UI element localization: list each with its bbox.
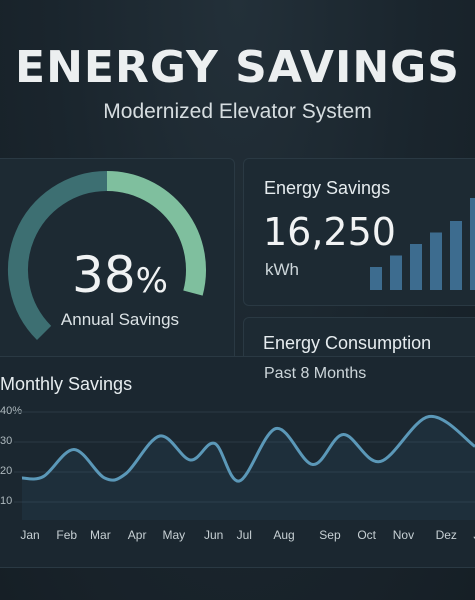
x-tick-label: May xyxy=(162,528,186,542)
consumption-title: Energy Consumption xyxy=(263,333,432,353)
y-tick-label: 30 xyxy=(0,435,13,447)
x-tick-label: Dez xyxy=(435,528,457,542)
savings-bar xyxy=(470,198,475,290)
x-tick-label: Aug xyxy=(273,528,295,542)
gauge-value: 38% xyxy=(72,246,168,304)
x-tick-label: Jun xyxy=(203,528,224,542)
x-tick-label: Apr xyxy=(127,528,147,542)
x-tick-label: Jul xyxy=(236,528,252,542)
page-title: ENERGY SAVINGS xyxy=(15,42,460,93)
x-tick-label: Mar xyxy=(90,528,111,542)
gauge-label: Annual Savings xyxy=(60,310,180,329)
savings-value: 16,250 xyxy=(263,210,396,254)
savings-unit: kWh xyxy=(265,260,299,279)
gauge-fill xyxy=(106,171,206,296)
y-tick-label: 20 xyxy=(0,465,13,477)
x-tick-label: Sep xyxy=(319,528,341,542)
savings-bar xyxy=(390,255,402,290)
y-tick-label: 40% xyxy=(0,405,23,417)
savings-bar xyxy=(410,244,422,290)
savings-title: Energy Savings xyxy=(264,178,391,198)
x-tick-label: Jan xyxy=(20,528,40,542)
savings-bar-chart xyxy=(370,198,475,290)
savings-bar xyxy=(370,267,382,290)
x-tick-label: Feb xyxy=(56,528,78,542)
savings-bar xyxy=(450,221,462,290)
savings-bar xyxy=(430,232,442,290)
chart-title: Monthly Savings xyxy=(0,374,133,394)
consumption-subtitle: Past 8 Months xyxy=(264,365,367,382)
x-tick-label: Nov xyxy=(392,528,415,542)
x-tick-label: Oct xyxy=(357,528,377,542)
x-tick-label: Jan xyxy=(463,528,475,542)
page-subtitle: Modernized Elevator System xyxy=(103,100,372,123)
gauge-track xyxy=(8,171,108,340)
y-tick-label: 10 xyxy=(0,495,13,507)
